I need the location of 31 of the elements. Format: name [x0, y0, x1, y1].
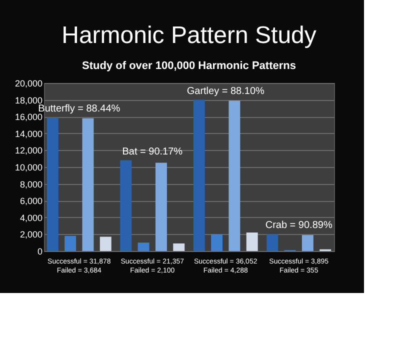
y-tick-label: 8,000: [20, 179, 42, 190]
annotation: Bat = 90.17%: [122, 146, 183, 158]
y-tick-label: 20,000: [14, 78, 42, 88]
bar: [82, 118, 94, 251]
y-tick-label: 18,000: [14, 95, 42, 106]
y-tick-label: 12,000: [14, 146, 42, 156]
chart-subtitle: Study of over 100,000 Harmonic Patterns: [82, 60, 296, 72]
bar: [120, 160, 132, 251]
bar: [100, 236, 112, 251]
bar: [193, 100, 205, 251]
bar: [246, 232, 258, 251]
bar: [173, 243, 185, 251]
y-tick-label: 6,000: [20, 196, 42, 206]
y-tick-label: 0: [37, 246, 42, 256]
bar: [211, 234, 223, 251]
annotation: Gartley = 88.10%: [186, 86, 264, 97]
bar: [266, 234, 278, 251]
bar: [138, 242, 150, 251]
y-tick-label: 4,000: [20, 212, 42, 223]
annotation: Crab = 90.89%: [265, 220, 332, 232]
y-tick-label: 14,000: [14, 128, 42, 139]
y-tick-label: 2,000: [20, 230, 42, 240]
bar: [302, 235, 314, 251]
bar: [228, 100, 240, 251]
chart-title: Harmonic Pattern Study: [62, 22, 316, 49]
y-tick-label: 10,000: [14, 162, 42, 172]
annotation: Butterfly = 88.44%: [38, 103, 120, 114]
y-tick-label: 16,000: [14, 112, 42, 122]
bar: [64, 236, 76, 251]
bar: [155, 162, 167, 251]
bar: [46, 117, 58, 251]
